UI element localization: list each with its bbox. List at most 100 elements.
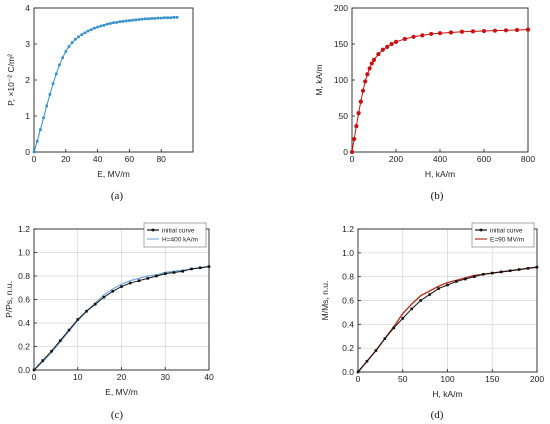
y-axis-label: P, ×10⁻² C/m² [6, 54, 16, 106]
x-tick-label: 60 [125, 154, 135, 164]
data-point [156, 16, 160, 20]
x-tick-label: 0 [32, 154, 37, 164]
chart-panel-b: 0 200 400 600 800 0 50 100 150 200 H, kA/m M, kA/m (… [314, 3, 535, 202]
data-point [120, 285, 123, 288]
y-tick-label: 0.8 [342, 272, 354, 282]
data-point [137, 279, 141, 282]
data-point [437, 287, 440, 290]
legend-label: initial curve [162, 227, 195, 234]
series-line-1 [33, 16, 178, 153]
data-point [32, 368, 36, 372]
data-point [146, 277, 150, 280]
y-tick-label: 0.4 [342, 319, 354, 329]
data-point [128, 19, 131, 22]
data-point [102, 295, 106, 299]
x-tick-label: 150 [485, 374, 499, 384]
data-point [446, 283, 449, 287]
x-tick-label: 80 [156, 154, 166, 164]
plot-frame [351, 7, 529, 153]
y-tick-label: 0.2 [18, 342, 30, 352]
x-tick-label: 40 [93, 154, 103, 164]
data-point [140, 17, 144, 21]
data-point [380, 47, 385, 52]
y-tick-label: 0.6 [342, 296, 354, 306]
data-point [85, 309, 88, 313]
y-tick-label: 0.4 [18, 318, 30, 328]
data-point [410, 307, 413, 311]
y-tick-label: 100 [334, 75, 348, 85]
data-point [112, 21, 115, 25]
data-point [402, 36, 407, 42]
x-tick-label: 10 [73, 372, 83, 382]
data-point [420, 33, 425, 38]
y-tick-label: 0.8 [18, 271, 30, 281]
data-point [77, 35, 80, 39]
data-point [349, 149, 355, 155]
data-point [80, 33, 83, 36]
data-point [61, 56, 64, 59]
data-point [144, 17, 147, 21]
data-point [131, 18, 134, 22]
y-tick-label: 1.0 [18, 248, 30, 258]
data-point [121, 20, 125, 23]
data-point [42, 116, 45, 120]
x-tick-label: 50 [398, 374, 408, 384]
chart-panel-c: 0 10 20 30 40 0.0 0.2 0.4 0.6 0.8 1.0 1.2 E, MV/m P/P… [4, 222, 214, 421]
data-point [137, 18, 141, 21]
data-point [172, 271, 176, 274]
legend-label: E=90 MV/m [490, 236, 524, 243]
data-point [105, 22, 109, 26]
series-line-2 [33, 265, 210, 371]
legend-label: H=400 kA/m [162, 236, 198, 243]
panel-label: (d) [431, 409, 444, 421]
data-point [514, 27, 520, 33]
data-point [134, 18, 138, 22]
data-point [172, 16, 176, 19]
y-tick-label: 150 [334, 39, 348, 49]
data-point [490, 271, 494, 275]
x-tick-label: 20 [61, 154, 71, 164]
x-tick-label: 0 [356, 374, 361, 384]
data-point [111, 289, 115, 293]
data-point [163, 272, 167, 275]
data-point [367, 66, 372, 71]
y-tick-label: 1 [25, 111, 30, 121]
data-point [473, 275, 476, 278]
data-point [356, 111, 361, 116]
x-tick-label: 30 [161, 372, 171, 382]
data-point [198, 266, 202, 270]
data-point [393, 39, 399, 44]
x-axis-label: H, kA/m [432, 389, 462, 399]
data-point [35, 139, 39, 143]
data-point [74, 38, 77, 41]
x-tick-label: 200 [530, 374, 544, 384]
data-point [169, 16, 173, 20]
data-point [503, 28, 509, 33]
data-point [385, 44, 390, 49]
data-point [64, 50, 68, 53]
data-point [464, 277, 467, 281]
y-tick-label: 0 [343, 147, 348, 157]
y-tick-label: 0.2 [342, 343, 354, 353]
data-point [429, 31, 434, 37]
data-point [358, 99, 363, 104]
data-point [99, 24, 103, 28]
data-point [166, 16, 169, 20]
data-point [96, 25, 99, 29]
x-axis-label: H, kA/m [425, 169, 455, 179]
data-point [45, 104, 49, 108]
y-tick-label: 0.0 [18, 365, 30, 375]
x-tick-label: 40 [204, 372, 214, 382]
data-point [517, 268, 521, 271]
data-point [389, 41, 394, 47]
x-tick-label: 200 [389, 154, 403, 164]
y-axis-label: M/Ms, n.u. [320, 281, 330, 321]
x-tick-label: 400 [433, 154, 447, 164]
data-point [376, 51, 381, 57]
data-point [39, 128, 42, 131]
data-point [428, 293, 431, 296]
data-point [448, 30, 454, 35]
data-point [207, 265, 211, 268]
data-point [67, 45, 71, 48]
data-point [124, 19, 128, 23]
